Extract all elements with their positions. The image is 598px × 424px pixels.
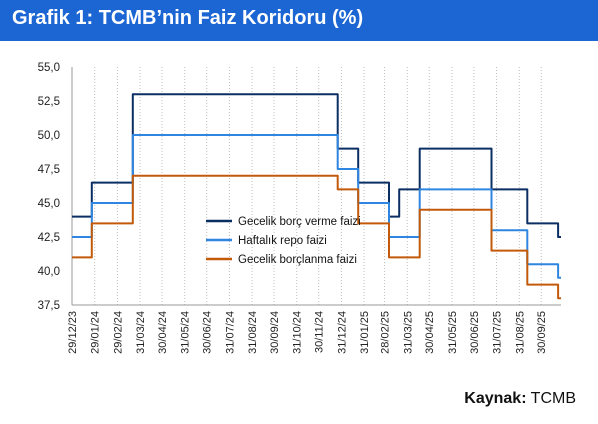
grid-lines (71, 67, 542, 305)
x-tick-label: 31/10/24 (292, 311, 304, 354)
y-tick-label: 37,5 (38, 300, 60, 312)
legend: Gecelik borç verme faizi Haftalık repo fa… (206, 216, 361, 266)
x-tick-label: 30/09/24 (269, 311, 281, 354)
x-tick-label: 31/07/25 (492, 311, 504, 354)
title-underline (0, 40, 598, 41)
x-tick-label: 29/01/24 (90, 311, 102, 354)
legend-label: Gecelik borçlanma faizi (238, 254, 357, 266)
x-tick-label: 31/07/24 (224, 311, 236, 354)
source-value: TCMB (526, 390, 576, 407)
x-tick-label: 31/03/24 (135, 311, 147, 354)
x-tick-label: 30/04/25 (424, 311, 436, 354)
x-tick-label: 31/03/25 (402, 311, 414, 354)
axes: 29/12/23 29/01/24 29/02/24 31/03/24 30/04/24… (38, 62, 561, 354)
legend-label: Haftalık repo faizi (238, 235, 327, 247)
x-tick-label: 31/05/24 (180, 311, 192, 354)
x-tick-label: 30/11/24 (314, 311, 326, 353)
x-tick-label: 29/12/23 (67, 311, 79, 354)
x-tick-label: 29/02/24 (112, 311, 124, 354)
x-tick-label: 30/09/25 (536, 311, 548, 354)
y-tick-label: 47,5 (38, 164, 60, 176)
x-tick-label: 30/06/25 (469, 311, 481, 354)
y-tick-label: 42,5 (38, 232, 60, 244)
line-chart: 29/12/23 29/01/24 29/02/24 31/03/24 30/04/24… (38, 62, 561, 354)
legend-label: Gecelik borç verme faizi (238, 216, 361, 228)
x-tick-label: 31/05/25 (447, 311, 459, 354)
series-lines (72, 93, 561, 300)
x-tick-label: 30/06/24 (202, 311, 214, 354)
y-tick-label: 52,5 (38, 96, 60, 108)
x-tick-label: 31/12/24 (336, 311, 348, 354)
y-tick-label: 55,0 (38, 62, 60, 74)
y-tick-label: 40,0 (38, 266, 60, 278)
x-tick-label: 28/02/25 (380, 311, 392, 354)
x-tick-label: 31/01/25 (359, 311, 371, 354)
x-tick-label: 31/08/25 (514, 311, 526, 354)
x-tick-label: 30/04/24 (157, 311, 169, 354)
series-line-3 (72, 174, 561, 300)
source-note: Kaynak: TCMB (464, 390, 576, 408)
y-tick-label: 45,0 (38, 198, 60, 210)
y-tick-label: 50,0 (38, 130, 60, 142)
chart-title: Grafik 1: TCMB’nin Faiz Koridoru (%) (0, 0, 598, 40)
source-label: Kaynak: (464, 390, 527, 407)
x-tick-label: 31/08/24 (247, 311, 259, 354)
